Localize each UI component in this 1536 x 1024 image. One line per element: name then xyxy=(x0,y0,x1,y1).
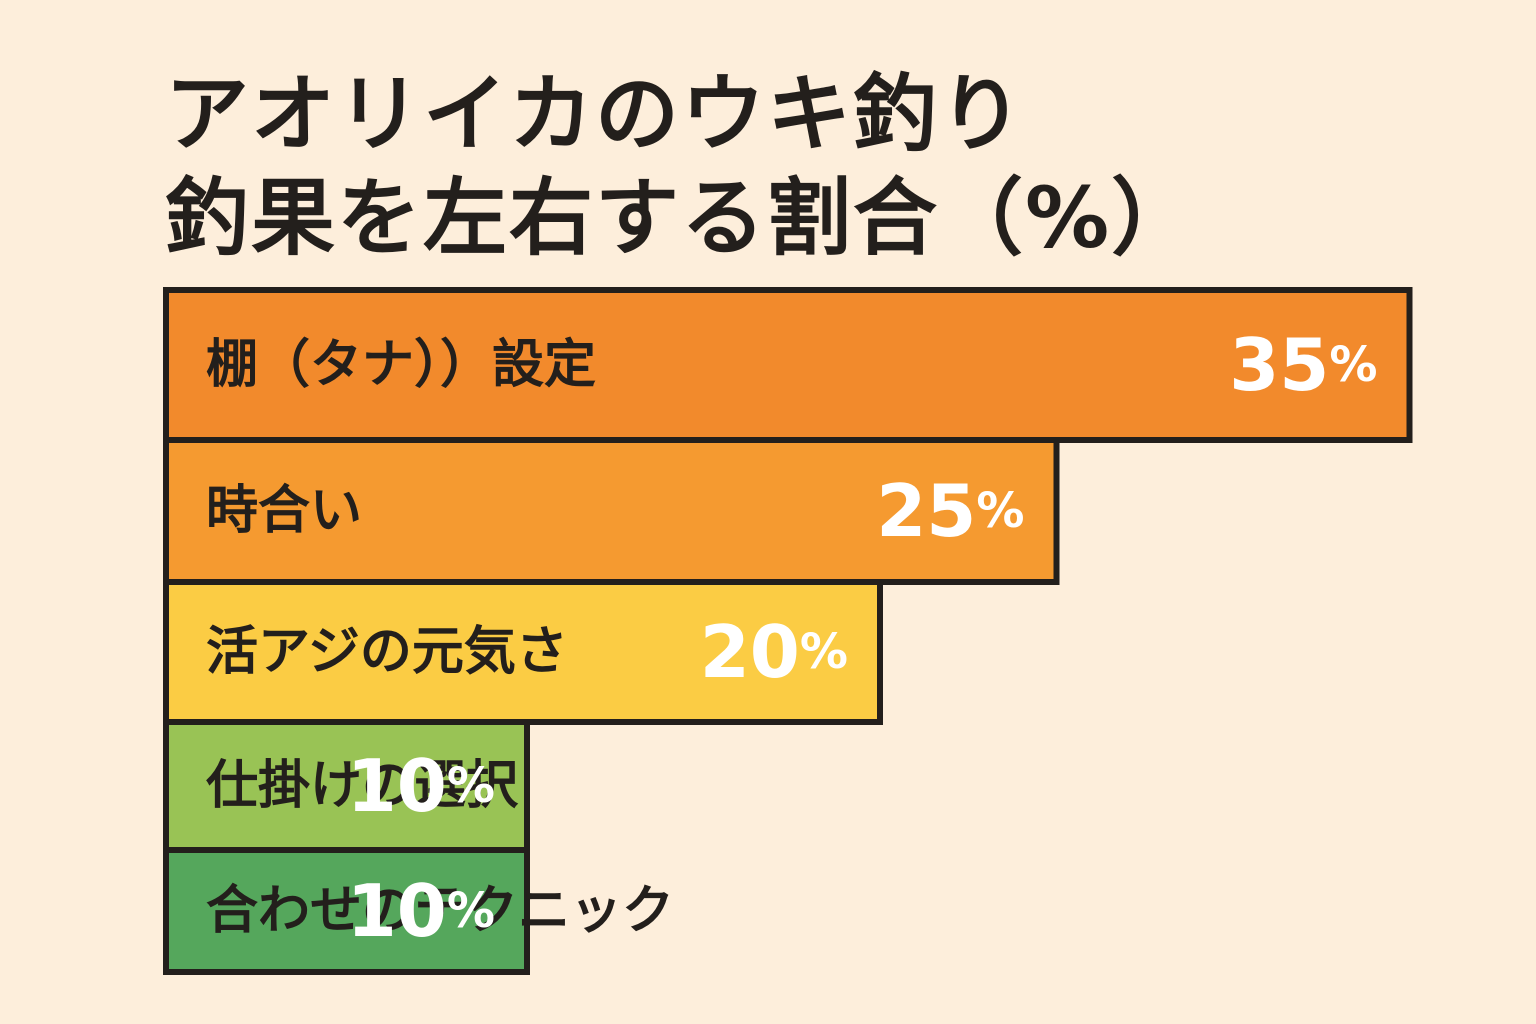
bar-label-5: 合わせのテクニック xyxy=(206,881,674,941)
bar-2 xyxy=(163,437,1060,585)
chart-title-line-2: 釣果を左右する割合（%） xyxy=(165,169,1198,267)
bar-group-1: 棚（タナ））設定 35% xyxy=(163,287,1413,443)
bar-group-2: 時合い 25% xyxy=(163,437,1060,585)
bar-label-4: 仕掛けの選択 xyxy=(206,756,519,816)
bar-5 xyxy=(163,847,530,975)
bar-value-3: 20% xyxy=(700,610,848,694)
chart-title-line-1: アオリイカのウキ釣り xyxy=(165,65,1026,163)
chart-title: アオリイカのウキ釣り 釣果を左右する割合（%） xyxy=(165,62,1197,270)
bar-value-2: 25% xyxy=(876,469,1024,553)
bar-3 xyxy=(163,579,883,725)
bar-4 xyxy=(163,719,530,853)
bar-value-5: 10% xyxy=(347,869,495,953)
bar-label-3: 活アジの元気さ xyxy=(206,622,568,682)
bar-label-2: 時合い xyxy=(206,481,362,541)
bar-label-1: 棚（タナ））設定 xyxy=(206,335,596,395)
bar-value-4: 10% xyxy=(347,744,495,828)
bar-group-3: 活アジの元気さ 20% xyxy=(163,579,883,725)
bar-value-1: 35% xyxy=(1229,323,1377,407)
